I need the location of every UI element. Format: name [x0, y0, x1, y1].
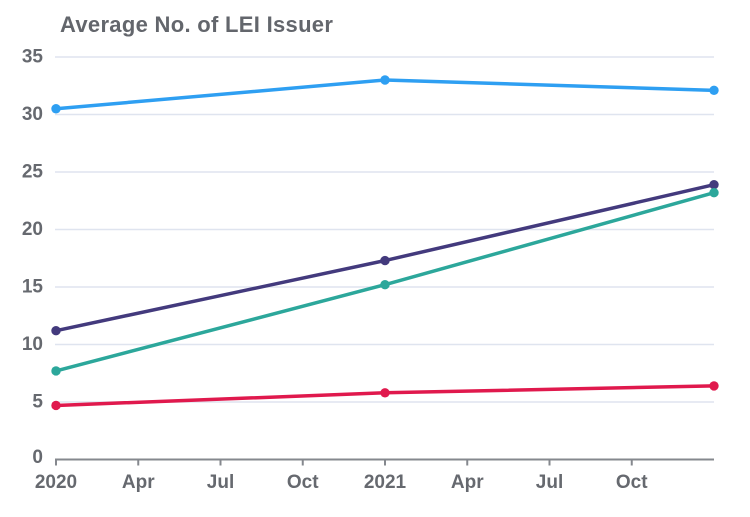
x-axis-tick-label: Oct [287, 472, 319, 493]
x-axis-tick-label: Apr [451, 472, 484, 493]
data-point-marker-line-3 [51, 366, 61, 376]
data-point-marker-line-1 [51, 104, 61, 114]
data-point-marker-line-4 [51, 400, 61, 411]
x-axis-tick-label: Jul [536, 472, 563, 493]
x-axis-tick-label: 2021 [364, 472, 407, 493]
data-point-marker-line-4 [380, 388, 390, 398]
data-point-marker-line-3 [709, 188, 719, 198]
y-axis-tick-label: 30 [22, 104, 43, 125]
data-point-marker-line-1 [380, 75, 390, 85]
data-point-marker-line-2 [709, 179, 719, 190]
data-point-marker-line-1 [709, 85, 719, 96]
y-axis-tick-label: 10 [22, 334, 43, 355]
y-axis-tick-label: 35 [22, 47, 44, 68]
y-axis-tick-label: 0 [32, 447, 43, 468]
x-axis-tick-label: Apr [122, 472, 155, 493]
x-axis-tick-label: Jul [207, 472, 234, 493]
data-point-marker-line-3 [380, 280, 390, 290]
chart-title: Average No. of LEI Issuer [60, 12, 334, 37]
x-axis-tick-label: Oct [616, 472, 648, 493]
y-axis-tick-label: 15 [22, 277, 44, 298]
y-axis-tick-label: 25 [22, 162, 44, 183]
x-axis-tick-label: 2020 [35, 472, 77, 493]
data-point-marker-line-4 [709, 381, 719, 391]
y-axis-tick-label: 5 [32, 392, 43, 413]
data-point-marker-line-2 [380, 255, 390, 266]
data-point-marker-line-2 [51, 326, 61, 336]
y-axis-tick-label: 20 [22, 219, 43, 240]
